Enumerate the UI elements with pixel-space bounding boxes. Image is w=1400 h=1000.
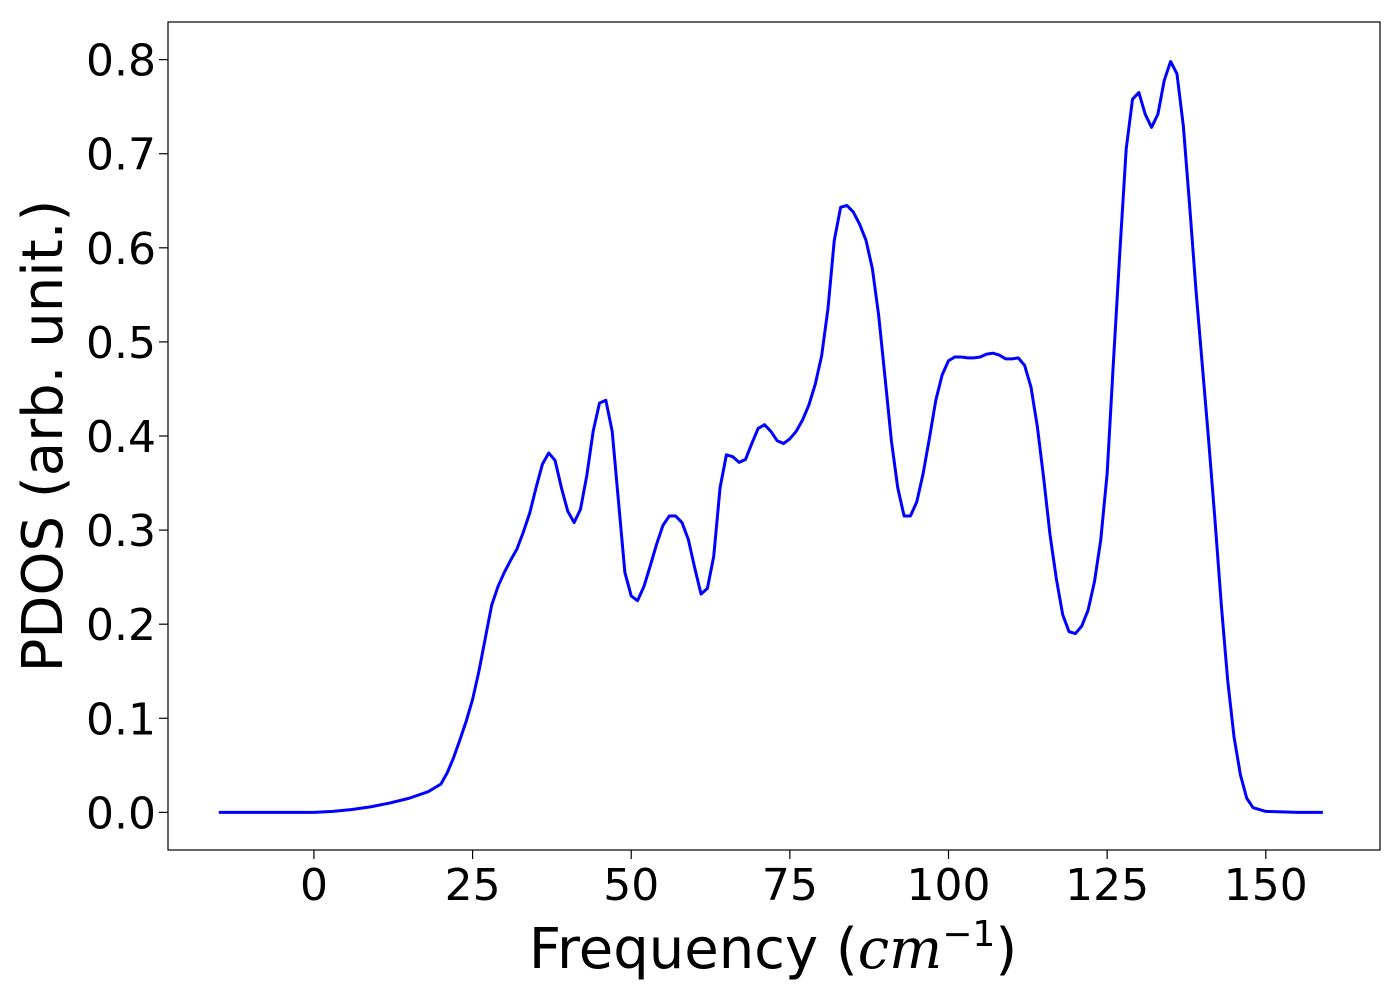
y-tick-label: 0.6 bbox=[86, 224, 156, 275]
y-axis-ticks: 0.0 0.1 0.2 0.3 0.4 0.5 0.6 0.7 0.8 bbox=[86, 36, 168, 839]
x-tick-label: 150 bbox=[1224, 860, 1308, 911]
y-tick-label: 0.7 bbox=[86, 130, 156, 181]
y-tick-label: 0.5 bbox=[86, 318, 156, 369]
x-tick-label: 0 bbox=[300, 860, 328, 911]
x-tick-label: 100 bbox=[907, 860, 991, 911]
x-tick-label: 25 bbox=[445, 860, 501, 911]
x-tick-label: 75 bbox=[762, 860, 818, 911]
y-tick-label: 0.1 bbox=[86, 694, 156, 745]
pdos-line-0 bbox=[218, 60, 1323, 814]
x-axis-ticks: 0 25 50 75 100 125 150 bbox=[300, 850, 1308, 911]
y-axis-label: PDOS (arb. unit.) bbox=[11, 200, 76, 673]
x-tick-label: 125 bbox=[1065, 860, 1149, 911]
y-tick-label: 0.3 bbox=[86, 506, 156, 557]
y-tick-label: 0.8 bbox=[86, 36, 156, 87]
x-axis-label: Frequency (cm−1) bbox=[529, 914, 1017, 982]
y-tick-label: 0.0 bbox=[86, 788, 156, 839]
y-tick-label: 0.4 bbox=[86, 412, 156, 463]
x-tick-label: 50 bbox=[603, 860, 659, 911]
y-tick-label: 0.2 bbox=[86, 600, 156, 651]
plot-area bbox=[167, 21, 1381, 851]
